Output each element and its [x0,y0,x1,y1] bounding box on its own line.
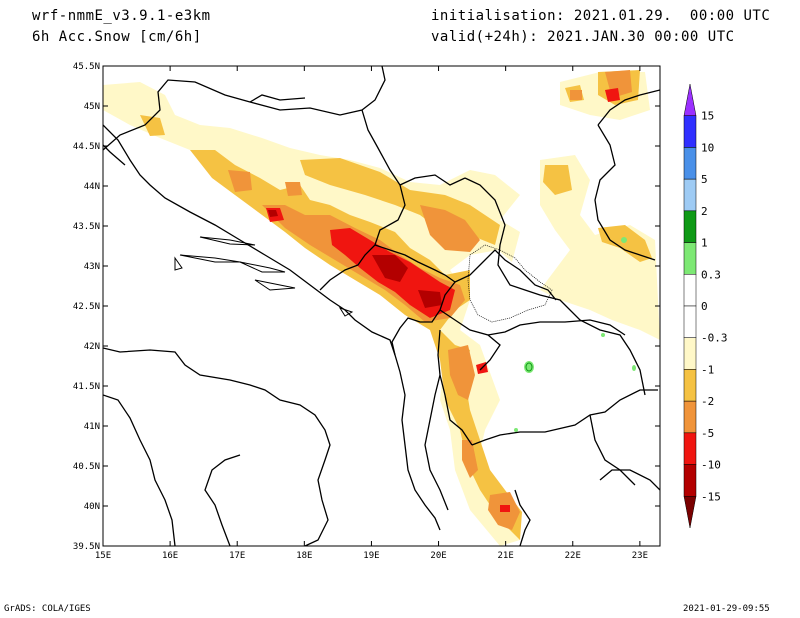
lon-tick-label: 15E [95,551,111,561]
colorbar-label: 0.3 [701,268,721,281]
colorbar-label: 0 [701,300,708,313]
colorbar-bin [683,210,697,243]
lat-tick-label: 43N [84,262,100,272]
lon-tick-label: 18E [296,551,312,561]
colorbar-bin [683,178,697,212]
colorbar-bin [683,115,697,148]
colorbar-label: 5 [701,173,708,186]
colorbar-label: -15 [701,490,721,503]
lat-tick-label: 40.5N [73,462,100,472]
lon-tick-label: 21E [498,551,514,561]
colorbar-label: 2 [701,205,708,218]
model-title: wrf-nmmE_v3.9.1-e3km [32,8,211,24]
lat-tick-label: 40N [84,502,100,512]
snow-field [103,66,660,546]
colorbar-bin [683,496,697,529]
lat-tick-label: 45.5N [73,62,100,72]
lat-tick-label: 45N [84,102,100,112]
lat-tick-label: 41.5N [73,382,100,392]
lon-tick-label: 17E [229,551,245,561]
colorbar-label: -1 [701,363,714,376]
lon-tick-label: 16E [162,551,178,561]
colorbar-bin [683,147,697,180]
islands [174,236,354,317]
lon-tick-label: 23E [632,551,648,561]
colorbar-bin [683,464,697,497]
lon-tick-label: 19E [363,551,379,561]
lat-tick-label: 42.5N [73,302,100,312]
colorbar-bin [683,305,697,338]
colorbar-bin [683,337,697,370]
render-timestamp: 2021-01-29-09:55 [683,604,770,614]
latitude-ticks: 45.5N 45N 44.5N 44N 43.5N 43N 42.5N 42N 41.5N 41N… [73,62,660,552]
field-title: 6h Acc.Snow [cm/6h] [32,29,202,45]
colorbar-label: 1 [701,237,708,250]
lat-tick-label: 43.5N [73,222,100,232]
valid-time: valid(+24h): 2021.JAN.30 00:00 UTC [431,29,735,45]
kosovo-border [467,244,553,323]
longitude-ticks: 15E 16E 17E 18E 19E 20E 21E 22E 23E [95,66,648,561]
colorbar-bin [683,242,697,275]
colorbar-bin [683,274,697,307]
lon-tick-label: 20E [430,551,446,561]
colorbar-label: 15 [701,110,714,123]
init-time: initialisation: 2021.01.29. 00:00 UTC [431,8,771,24]
colorbar-bin [683,369,697,402]
snow-darkred-layer [268,210,442,308]
grads-credit: GrADS: COLA/IGES [4,604,91,614]
lat-tick-label: 39.5N [73,542,100,552]
colorbar-label: -5 [701,427,714,440]
colorbar-label: -0.3 [701,332,728,345]
colorbar-label: -2 [701,395,714,408]
colorbar-bin [683,83,697,116]
lon-tick-label: 22E [565,551,581,561]
colorbar-label: -10 [701,459,721,472]
colorbar-bin [683,400,697,434]
lat-tick-label: 44.5N [73,142,100,152]
colorbar-label: 10 [701,141,714,154]
lat-tick-label: 42N [84,342,100,352]
lat-tick-label: 44N [84,182,100,192]
lat-tick-label: 41N [84,422,100,432]
country-borders [103,66,660,511]
colorbar-bin [683,432,697,465]
colorbar: 15 10 5 2 1 0.3 0 -0.3 -1 -2 -5 -10 -15 [683,83,728,529]
